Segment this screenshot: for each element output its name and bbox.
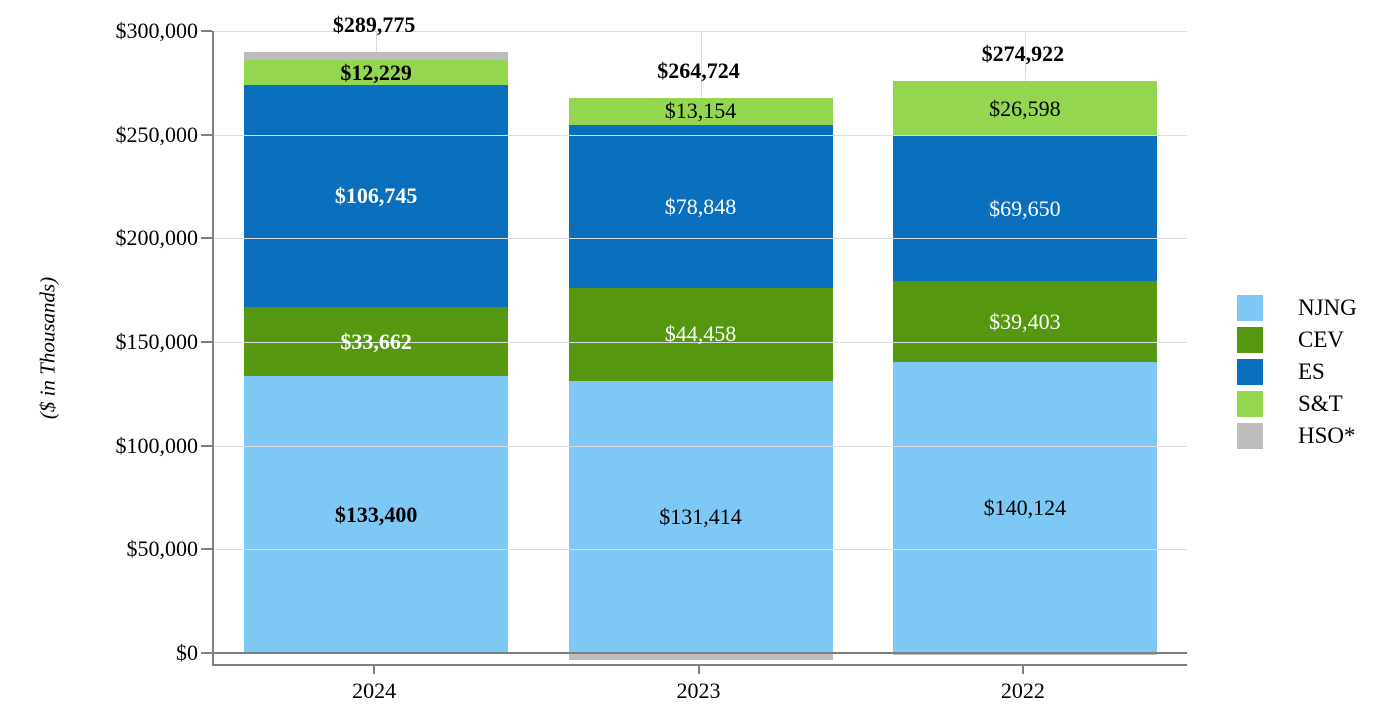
y-axis-tick-0 [201, 652, 212, 654]
y-axis-tick-200000 [201, 237, 212, 240]
bar-segment-hso-2023 [568, 653, 833, 660]
legend-entry-cev: CEV [1237, 327, 1357, 353]
segment-value-label: $131,414 [659, 503, 742, 529]
gridline-50000 [214, 549, 1187, 551]
segment-value-label: $69,650 [989, 195, 1061, 221]
total-leader-line-2024 [376, 31, 378, 53]
gridline-150000 [214, 342, 1187, 343]
total-leader-line-2022 [1024, 31, 1026, 82]
total-leader-line-2023 [700, 31, 702, 98]
bar-segment-st-2023 [568, 97, 833, 125]
total-value-label-2022: $274,922 [981, 41, 1065, 67]
legend-label: HSO* [1298, 423, 1356, 448]
y-axis-tick-100000 [201, 444, 212, 447]
bar-segment-cev-2023 [568, 288, 833, 381]
bar-segment-es-2024 [244, 85, 509, 307]
total-value-label-2024: $289,775 [332, 12, 416, 38]
bar-segment-st-2024 [244, 59, 509, 86]
bar-segment-es-2023 [568, 124, 833, 289]
x-axis-tick-2023 [697, 666, 700, 674]
plot-area: $133,400 $33,662 $106,745 $12,229 $131,414 $4… [212, 31, 1187, 666]
gridline-200000 [214, 238, 1187, 240]
zero-axis-line [214, 652, 1187, 654]
y-tick-label-0: $0 [176, 640, 198, 665]
y-tick-label-100000: $100,000 [115, 432, 199, 458]
legend-label: ES [1298, 359, 1325, 384]
segment-value-label: $78,848 [664, 193, 737, 219]
bar-segment-st-2022 [892, 81, 1157, 137]
segment-value-label: $13,154 [664, 98, 737, 124]
y-tick-label-150000: $150,000 [115, 329, 199, 354]
segment-value-label: $12,229 [340, 59, 412, 85]
bar-segment-njng-2023 [568, 380, 833, 653]
bar-segment-hso-2024 [244, 52, 509, 60]
legend-swatch-cev [1237, 327, 1263, 353]
y-axis-tick-250000 [201, 133, 212, 136]
y-tick-label-300000: $300,000 [115, 18, 199, 43]
x-tick-label-2023: 2023 [676, 678, 721, 703]
legend-label: CEV [1298, 327, 1344, 352]
segment-value-label: $39,403 [989, 308, 1061, 334]
x-axis-tick-2024 [373, 666, 376, 674]
x-tick-label-2024: 2024 [352, 678, 397, 703]
bar-segment-cev-2022 [892, 280, 1157, 363]
y-axis-tick-300000 [201, 30, 212, 32]
x-tick-label-2022: 2022 [1000, 678, 1045, 703]
legend-entry-st: S&T [1237, 391, 1357, 417]
legend-swatch-es [1237, 359, 1263, 385]
segment-value-label: $140,124 [983, 494, 1067, 520]
legend-label: NJNG [1298, 295, 1357, 320]
legend-entry-hso: HSO* [1237, 423, 1357, 449]
legend-label: S&T [1298, 391, 1343, 416]
bar-segment-cev-2024 [244, 306, 509, 377]
legend: NJNG CEV ES S&T HSO* [1237, 295, 1357, 449]
legend-swatch-njng [1237, 295, 1263, 321]
segment-value-label: $44,458 [664, 321, 737, 347]
legend-swatch-st [1237, 391, 1263, 417]
y-tick-label-50000: $50,000 [126, 536, 199, 562]
legend-entry-njng: NJNG [1237, 295, 1357, 321]
gridline-100000 [214, 445, 1187, 447]
x-axis-tick-2022 [1021, 666, 1024, 674]
gridline-300000 [214, 31, 1187, 32]
bar-segment-njng-2024 [244, 376, 509, 653]
y-axis-tick-50000 [201, 548, 212, 551]
legend-entry-es: ES [1237, 359, 1357, 385]
segment-value-label: $26,598 [989, 95, 1061, 121]
total-value-label-2023: $264,724 [657, 57, 740, 83]
y-tick-label-200000: $200,000 [115, 225, 199, 251]
legend-swatch-hso [1237, 423, 1263, 449]
segment-value-label: $133,400 [334, 501, 418, 527]
gridline-250000 [214, 134, 1187, 136]
segment-value-label: $106,745 [334, 182, 418, 208]
bar-segment-njng-2022 [892, 362, 1157, 653]
y-tick-label-250000: $250,000 [115, 121, 199, 147]
y-axis-tick-150000 [201, 341, 212, 343]
bar-segment-es-2022 [892, 136, 1157, 281]
segment-value-label: $33,662 [340, 328, 412, 354]
